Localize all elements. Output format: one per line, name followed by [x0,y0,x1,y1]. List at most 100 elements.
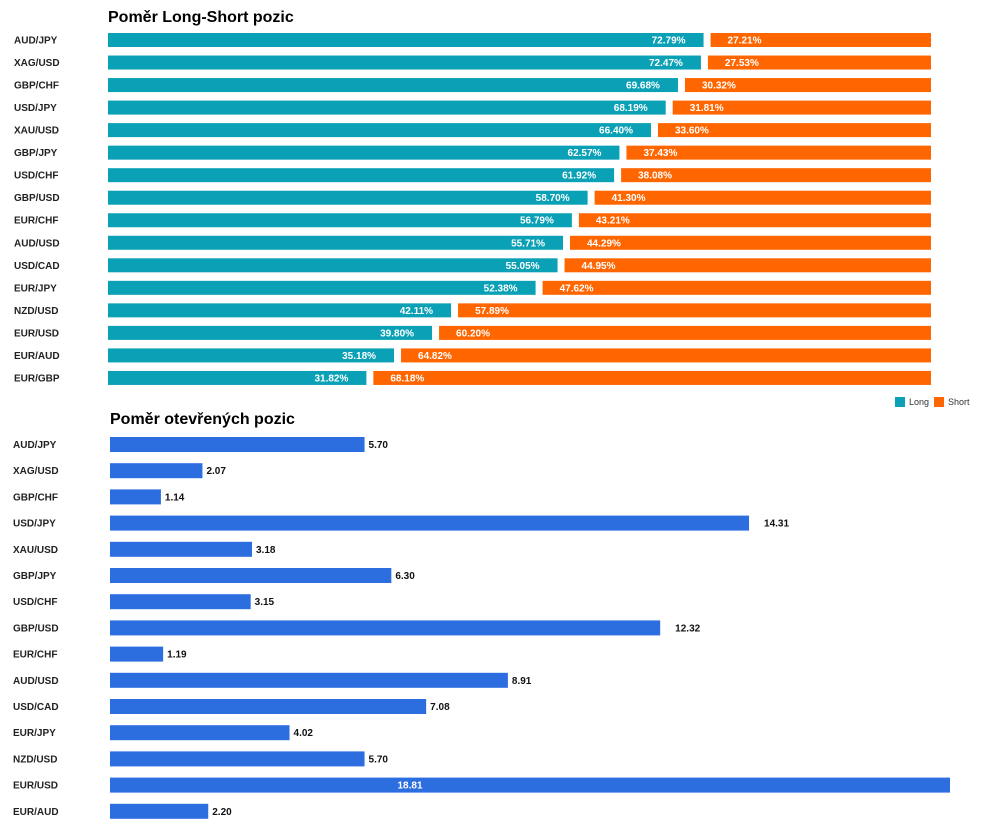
ls-category-usd-jpy: USD/JPY [14,103,57,114]
long-bar-eur-gbp [108,370,367,385]
long-bar-xag-usd [108,55,701,70]
op-category-eur-usd: EUR/USD [13,781,58,792]
short-value-label: 57.89% [475,306,509,317]
long-bar-aud-jpy [108,33,704,47]
long-bar-usd-cad [108,258,558,273]
long-bar-gbp-chf [108,78,678,93]
long-value-label: 42.11% [400,306,433,317]
short-value-label: 64.82% [418,351,452,362]
long-value-label: 72.47% [649,58,683,69]
open-value-label: 14.31 [764,519,789,530]
long-short-chart-title: Poměr Long-Short pozic [108,9,294,26]
long-value-label: 52.38% [484,283,518,294]
short-value-label: 44.29% [587,238,621,249]
open-value-label: 6.30 [395,571,415,582]
open-value-label: 8.91 [512,676,532,687]
long-bar-xau-usd [108,123,651,138]
op-category-gbp-chf: GBP/CHF [13,492,58,503]
long-value-label: 62.57% [568,148,602,159]
long-bar-eur-aud [108,348,395,363]
long-value-label: 31.82% [314,373,348,384]
short-value-label: 44.95% [582,261,616,272]
long-short-chart: AUD/JPY 72.79% 27.21% XAG/USD 72.47% 27.53% GB… [14,33,932,385]
open-value-label: 2.07 [206,466,226,477]
open-positions-chart-title: Poměr otevřených pozic [110,411,295,428]
long-value-label: 56.79% [520,216,554,227]
long-bar-eur-chf [108,213,572,228]
open-bar-aud-jpy [110,437,365,452]
short-value-label: 43.21% [596,216,630,227]
short-value-label: 68.18% [390,373,424,384]
short-value-label: 47.62% [560,283,594,294]
short-value-label: 60.20% [456,328,490,339]
ls-category-gbp-chf: GBP/CHF [14,81,59,92]
short-value-label: 27.53% [725,58,759,69]
legend-long-swatch [895,397,905,407]
open-value-label: 3.15 [255,597,275,608]
open-bar-gbp-usd [110,620,661,636]
op-category-eur-chf: EUR/CHF [13,650,57,661]
ls-category-eur-aud: EUR/AUD [14,351,60,362]
op-category-gbp-jpy: GBP/JPY [13,571,57,582]
short-value-label: 27.21% [728,36,762,47]
open-value-label: 5.70 [369,440,389,451]
open-value-label: 1.19 [167,650,187,661]
op-category-usd-jpy: USD/JPY [13,519,56,530]
short-bar-usd-cad [564,258,931,273]
ls-category-aud-usd: AUD/USD [14,238,60,249]
ls-category-eur-jpy: EUR/JPY [14,283,57,294]
long-bar-gbp-jpy [108,145,620,160]
ls-category-aud-jpy: AUD/JPY [14,36,58,47]
open-bar-gbp-chf [110,489,161,505]
short-value-label: 41.30% [612,193,646,204]
long-value-label: 66.40% [599,126,633,137]
short-bar-xag-usd [707,55,931,70]
long-value-label: 68.19% [614,103,648,114]
long-bar-eur-jpy [108,280,536,295]
short-bar-gbp-jpy [626,145,931,160]
short-bar-aud-jpy [710,33,931,47]
long-bar-usd-chf [108,168,615,183]
open-value-label: 18.81 [397,781,422,792]
short-bar-aud-usd [569,235,931,250]
legend-short-swatch [934,397,944,407]
open-bar-usd-chf [110,594,251,610]
long-value-label: 39.80% [380,328,414,339]
ls-category-xag-usd: XAG/USD [14,58,60,69]
open-bar-eur-usd [110,777,950,793]
open-bar-eur-aud [110,803,209,819]
ls-category-gbp-usd: GBP/USD [14,193,60,204]
long-bar-usd-jpy [108,100,666,115]
open-bar-usd-cad [110,699,427,714]
op-category-eur-jpy: EUR/JPY [13,728,56,739]
short-bar-eur-aud [401,348,932,363]
short-bar-xau-usd [657,123,931,138]
long-value-label: 61.92% [562,171,596,182]
open-bar-xag-usd [110,463,203,479]
long-value-label: 35.18% [342,351,376,362]
open-value-label: 1.14 [165,492,185,503]
op-category-usd-chf: USD/CHF [13,597,57,608]
long-value-label: 58.70% [536,193,570,204]
ls-category-gbp-jpy: GBP/JPY [14,148,58,159]
long-bar-nzd-usd [108,303,452,318]
open-value-label: 4.02 [294,728,314,739]
ls-category-eur-usd: EUR/USD [14,328,59,339]
short-value-label: 31.81% [690,103,724,114]
open-bar-xau-usd [110,541,253,557]
short-value-label: 38.08% [638,171,672,182]
long-bar-aud-usd [108,235,563,250]
long-value-label: 72.79% [652,36,686,47]
open-bar-eur-jpy [110,725,290,741]
short-value-label: 30.32% [702,81,736,92]
short-bar-gbp-usd [594,190,931,205]
short-value-label: 33.60% [675,126,709,137]
ls-category-eur-gbp: EUR/GBP [14,373,60,384]
legend-long-label: Long [909,397,929,407]
open-positions-chart: AUD/JPY 5.70 XAG/USD 2.07 GBP/CHF 1.14 USD/JPY… [13,437,950,819]
long-value-label: 55.71% [511,238,545,249]
short-bar-eur-chf [578,213,931,228]
ls-category-eur-chf: EUR/CHF [14,216,58,227]
ls-category-usd-chf: USD/CHF [14,171,58,182]
open-bar-gbp-jpy [110,568,392,583]
